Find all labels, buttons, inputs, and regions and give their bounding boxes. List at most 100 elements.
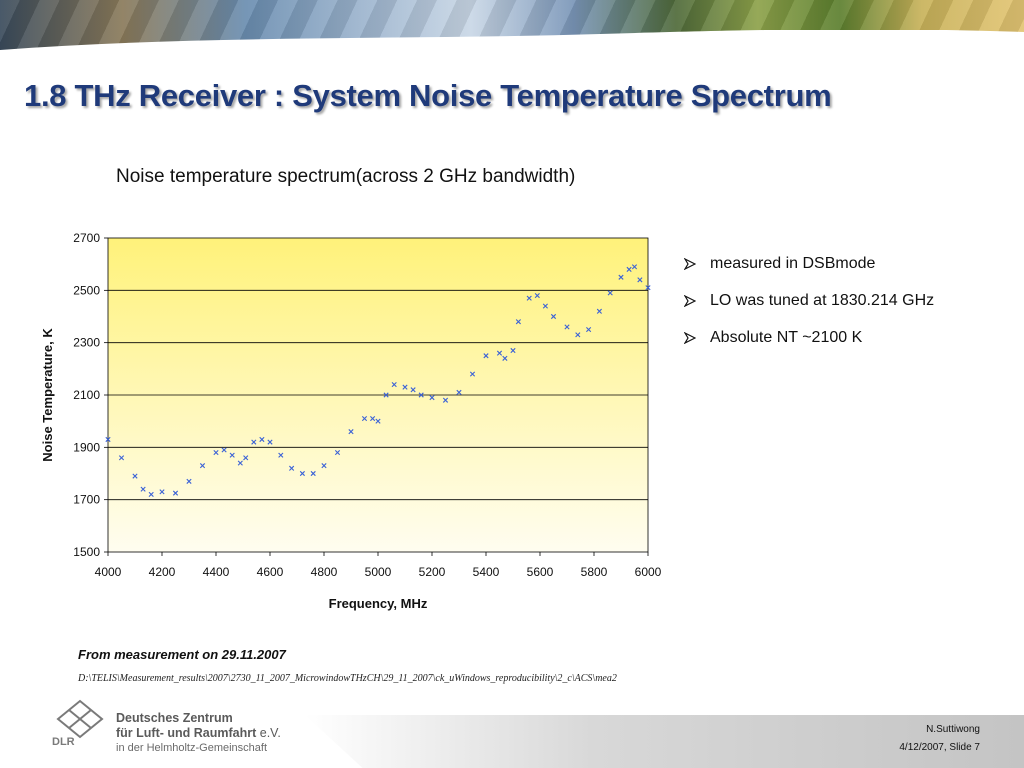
data-point: [391, 381, 397, 388]
data-point: [526, 295, 532, 301]
arrow-bullet-icon: [684, 332, 696, 344]
x-tick-label: 5000: [365, 565, 392, 579]
data-point: [410, 387, 416, 393]
x-axis-label: Frequency, MHz: [329, 596, 428, 611]
data-point: [575, 332, 581, 338]
bullet-text: Absolute NT ~2100 K: [710, 329, 863, 346]
data-point: [637, 277, 643, 283]
x-tick-label: 6000: [635, 565, 662, 579]
data-point: [334, 449, 341, 456]
chart-title: Noise temperature spectrum(across 2 GHz …: [116, 166, 576, 187]
y-tick-label: 1500: [73, 545, 100, 559]
y-tick-label: 2700: [73, 231, 100, 245]
data-point: [645, 285, 651, 291]
arrow-bullet-icon: [684, 258, 696, 270]
bullet-item: LO was tuned at 1830.214 GHz: [684, 289, 934, 313]
y-tick-label: 1900: [73, 440, 100, 454]
grid-lines: [108, 289, 648, 501]
data-point: [361, 415, 368, 422]
slide-title: 1.8 THz Receiver : System Noise Temperat…: [24, 78, 832, 113]
org-line-1: Deutsches Zentrum: [116, 711, 233, 725]
data-point: [564, 324, 570, 330]
noise-temperature-chart: 1500 1700 1900 2100 2300 2500 2700 4000 4200 440…: [40, 231, 662, 611]
data-point: [618, 274, 624, 280]
y-tick-labels: 1500 1700 1900 2100 2300 2500 2700: [73, 231, 108, 559]
data-point: [429, 395, 435, 401]
data-point: [237, 460, 243, 466]
data-point: [221, 447, 227, 453]
logo-abbrev: DLR: [52, 736, 75, 747]
dlr-logo-icon: DLR: [52, 699, 104, 747]
data-point: [607, 290, 613, 296]
data-point: [172, 490, 179, 496]
data-point: [259, 436, 265, 443]
org-line-2-suffix: e.V.: [256, 726, 281, 740]
data-point: [515, 319, 521, 325]
author-name: N.Suttiwong: [926, 724, 980, 735]
org-line-3: in der Helmholtz-Gemeinschaft: [116, 742, 268, 754]
data-point: [542, 303, 548, 309]
y-axis-label: Noise Temperature, K: [40, 328, 55, 462]
x-tick-label: 5400: [473, 565, 500, 579]
bullet-list: measured in DSBmode LO was tuned at 1830…: [684, 252, 934, 363]
data-point: [456, 389, 462, 395]
x-tick-label: 4200: [149, 565, 176, 579]
data-point: [370, 415, 376, 422]
data-points: [105, 264, 651, 498]
banner-wave: [0, 30, 1024, 50]
data-point: [199, 463, 206, 469]
data-point: [118, 455, 125, 461]
data-point: [251, 439, 257, 445]
data-point: [483, 353, 489, 359]
data-point: [596, 308, 602, 314]
data-point: [586, 326, 592, 333]
x-tick-label: 4000: [95, 565, 122, 579]
y-tick-label: 2500: [73, 283, 100, 297]
y-tick-label: 2300: [73, 336, 100, 350]
data-point: [442, 397, 449, 403]
arrow-bullet-icon: [684, 295, 696, 307]
data-point: [321, 463, 327, 469]
data-point: [348, 429, 354, 435]
data-point: [510, 347, 516, 354]
data-point: [289, 465, 295, 471]
data-point: [105, 436, 111, 443]
data-point: [375, 418, 381, 424]
measurement-note: From measurement on 29.11.2007: [78, 647, 286, 662]
data-point: [550, 313, 557, 320]
data-point: [243, 455, 249, 461]
data-point: [299, 470, 305, 477]
data-point: [310, 470, 316, 477]
data-point: [383, 392, 389, 398]
data-point: [502, 355, 508, 361]
data-point: [229, 452, 235, 458]
data-point: [140, 486, 146, 492]
data-point: [418, 392, 424, 398]
footer-band: [305, 715, 1024, 768]
file-path: D:\TELIS\Measurement_results\2007\2730_1…: [78, 673, 617, 684]
data-point: [496, 350, 503, 356]
y-tick-label: 1700: [73, 493, 100, 507]
x-tick-label: 5200: [419, 565, 446, 579]
bullet-item: measured in DSBmode: [684, 252, 934, 276]
organization-name: Deutsches Zentrum für Luft- und Raumfahr…: [116, 711, 281, 756]
org-line-2: für Luft- und Raumfahrt: [116, 726, 257, 740]
x-tick-label: 4800: [311, 565, 338, 579]
slide-number: 4/12/2007, Slide 7: [899, 742, 980, 753]
data-point: [186, 478, 192, 484]
data-point: [402, 384, 408, 390]
data-point: [132, 473, 138, 479]
data-point: [159, 489, 165, 495]
data-point: [213, 449, 219, 456]
x-tick-label: 5600: [527, 565, 554, 579]
data-point: [534, 292, 540, 299]
data-point: [267, 439, 273, 445]
x-tick-label: 4400: [203, 565, 230, 579]
bullet-text: measured in DSBmode: [710, 255, 876, 272]
x-tick-label: 5800: [581, 565, 608, 579]
data-point: [469, 371, 476, 377]
data-point: [626, 266, 632, 272]
data-point: [148, 491, 154, 498]
bullet-item: Absolute NT ~2100 K: [684, 326, 934, 350]
data-point: [278, 452, 284, 458]
